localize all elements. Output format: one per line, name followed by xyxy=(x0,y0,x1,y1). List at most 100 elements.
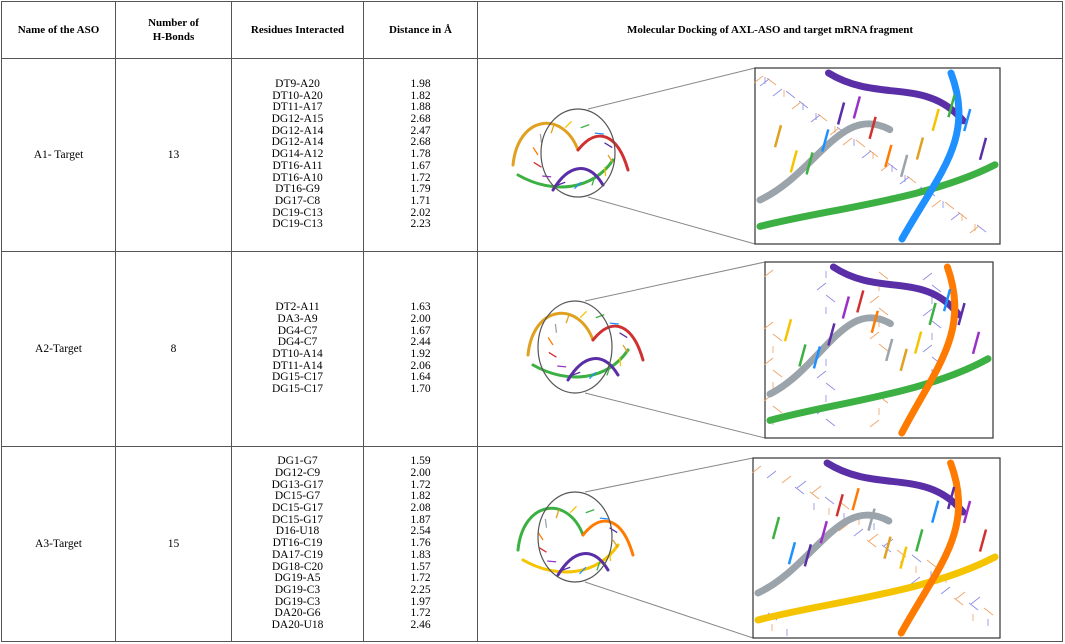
residue-wire xyxy=(931,284,942,292)
residue-wire xyxy=(791,101,802,109)
base-stick xyxy=(805,151,814,175)
table-row: A2-Target 8 DT2-A11 DA3-A9 DG4-C7 DG4-C7 DT10-… xyxy=(1,251,1063,447)
base-stick xyxy=(835,493,844,517)
residue-wire xyxy=(825,382,836,390)
base-stick xyxy=(595,313,605,318)
header-residues: Residues Interacted xyxy=(231,1,364,59)
header-hbond-line2: H-Bonds xyxy=(152,31,195,43)
residue-wire xyxy=(869,295,880,303)
residue-wire xyxy=(968,602,979,610)
residue-wire xyxy=(869,331,880,339)
base-stick xyxy=(556,181,566,186)
distance-value: 1.72 xyxy=(410,478,431,491)
base-stick xyxy=(561,566,571,571)
distance-value: 2.46 xyxy=(410,619,431,632)
ribbon-strand xyxy=(591,324,645,361)
base-stick xyxy=(812,345,822,369)
residue-wire xyxy=(753,75,764,83)
residue-pair: DC19-C13 xyxy=(272,206,323,219)
base-stick xyxy=(915,528,924,552)
base-stick xyxy=(532,146,539,155)
residue-wire xyxy=(766,470,777,478)
distance-value: 1.63 xyxy=(410,301,431,314)
distance-value: 2.54 xyxy=(410,525,431,538)
distance-value: 1.92 xyxy=(410,348,431,360)
base-stick xyxy=(619,331,628,338)
base-stick xyxy=(609,526,618,533)
base-stick xyxy=(603,166,607,176)
base-stick xyxy=(569,505,577,513)
zoom-region-ellipse xyxy=(537,490,613,583)
base-stick xyxy=(607,154,614,163)
residue-wire xyxy=(861,150,872,158)
base-stick xyxy=(962,500,972,523)
base-stick xyxy=(915,136,925,160)
ribbon-strand xyxy=(898,263,959,436)
zoom-region-ellipse xyxy=(537,299,613,394)
base-stick xyxy=(899,348,908,371)
distance-value: 1.79 xyxy=(410,183,431,196)
residue-wire xyxy=(878,343,889,351)
residue-wire xyxy=(816,282,827,290)
docking-image-cell xyxy=(477,446,1063,642)
residue-pair: DT16-A10 xyxy=(272,171,323,184)
base-stick xyxy=(533,161,542,168)
aso-name-cell: A2-Target xyxy=(1,251,116,447)
residue-wire xyxy=(855,139,866,147)
base-stick xyxy=(537,531,544,540)
base-stick xyxy=(579,310,587,318)
residue-pair: DT10-A14 xyxy=(272,348,323,360)
residue-wire xyxy=(809,491,820,499)
residue-pair: DG17-C8 xyxy=(274,194,321,207)
residue-pair: DT11-A14 xyxy=(272,359,323,372)
ribbon-strand xyxy=(823,459,967,515)
distance-value: 2.02 xyxy=(410,206,431,219)
distance-cell: 1.98 1.82 1.88 2.68 2.47 2.68 1.78 1.67 1.72 1.79… xyxy=(363,58,478,252)
base-stick xyxy=(899,545,908,569)
zoom-connector-line xyxy=(587,196,756,244)
residue-wire xyxy=(853,528,864,536)
base-stick xyxy=(771,516,781,539)
residue-wire xyxy=(926,559,937,567)
distance-value: 2.00 xyxy=(410,466,431,479)
distance-value: 2.06 xyxy=(410,359,431,372)
base-stick xyxy=(618,356,622,366)
residue-wire xyxy=(910,576,921,584)
header-docking: Molecular Docking of AXL-ASO and target … xyxy=(477,1,1063,59)
ribbon-strand xyxy=(521,543,620,573)
residue-pair: DG15-C17 xyxy=(271,371,324,384)
distance-value: 2.25 xyxy=(410,583,431,596)
base-stick xyxy=(841,295,851,319)
base-stick xyxy=(798,343,807,367)
residue-pair: DG4-C7 xyxy=(277,336,318,349)
residue-pair: DT10-A20 xyxy=(272,89,323,102)
residue-wire xyxy=(772,405,783,413)
docking-figure xyxy=(511,66,1001,245)
residue-wire xyxy=(869,419,880,427)
distance-value: 1.83 xyxy=(410,548,431,561)
base-stick xyxy=(899,154,909,177)
residue-pair: DG4-C7 xyxy=(277,324,318,337)
base-stick xyxy=(819,520,828,544)
base-stick xyxy=(591,176,596,186)
distance-cell: 1.63 2.00 1.67 2.44 1.92 2.06 1.64 1.70 xyxy=(363,251,478,447)
residue-wire xyxy=(772,88,783,96)
header-distance: Distance in Å xyxy=(363,1,478,59)
distance-value: 1.72 xyxy=(410,607,431,620)
residue-pair: DG13-G17 xyxy=(271,478,324,491)
residue-pair: DC15-G7 xyxy=(274,490,321,503)
docking-figure xyxy=(526,260,994,439)
base-stick xyxy=(594,131,604,135)
base-stick xyxy=(596,561,601,571)
base-stick xyxy=(604,141,613,148)
base-stick xyxy=(783,318,793,342)
zoom-connector-line xyxy=(584,581,754,638)
base-stick xyxy=(867,507,876,531)
residue-wire xyxy=(940,586,951,594)
residue-wire xyxy=(970,596,981,604)
residue-pair: DA20-U18 xyxy=(271,619,324,632)
base-stick xyxy=(821,128,830,152)
base-stick xyxy=(585,508,595,513)
residue-wire xyxy=(759,78,770,86)
